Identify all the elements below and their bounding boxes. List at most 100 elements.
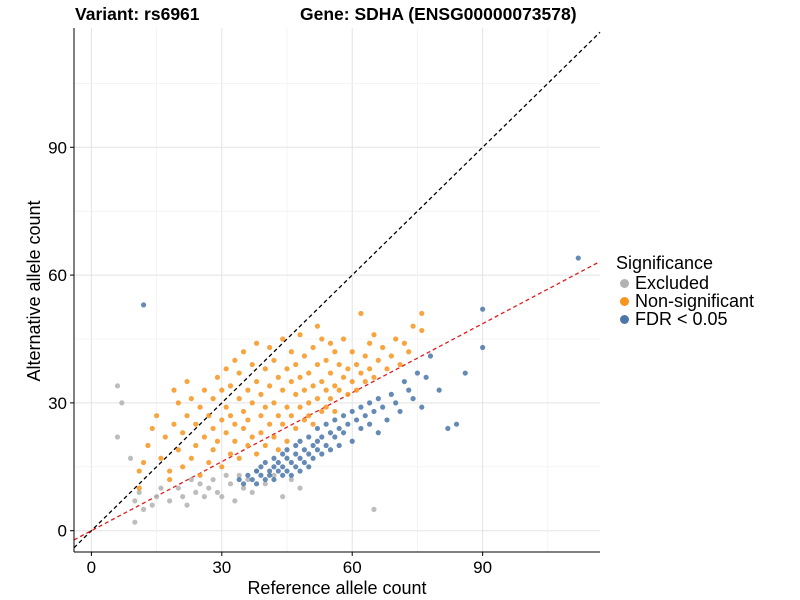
data-point xyxy=(349,438,355,444)
data-point xyxy=(188,476,194,483)
legend-title: Significance xyxy=(616,253,714,273)
data-point xyxy=(371,408,377,415)
data-point xyxy=(319,434,325,440)
data-point xyxy=(136,468,142,474)
data-point xyxy=(345,391,351,397)
data-point xyxy=(349,378,355,385)
data-point xyxy=(323,387,329,393)
data-point xyxy=(332,383,338,389)
data-point xyxy=(214,438,221,444)
y-tick-label: 30 xyxy=(48,394,67,413)
data-point xyxy=(180,430,186,436)
data-point xyxy=(327,340,334,346)
data-point xyxy=(280,336,286,342)
data-point xyxy=(262,404,268,410)
data-point xyxy=(393,400,399,406)
data-point xyxy=(253,468,260,474)
data-point xyxy=(219,464,225,470)
data-point xyxy=(293,391,299,397)
data-point xyxy=(253,378,260,385)
data-point xyxy=(219,494,225,500)
data-point xyxy=(323,357,329,363)
data-point xyxy=(258,472,264,478)
legend-label-fdr: FDR < 0.05 xyxy=(635,308,728,329)
data-point xyxy=(375,430,381,436)
data-point xyxy=(284,366,290,372)
data-point xyxy=(332,417,338,423)
data-point xyxy=(132,498,138,504)
data-point xyxy=(362,353,368,359)
reference-lines xyxy=(73,31,601,549)
legend-label-excluded: Excluded xyxy=(635,272,710,293)
y-tick-label: 90 xyxy=(48,138,67,157)
legend-dot-fdr xyxy=(620,314,629,324)
data-point xyxy=(267,383,273,389)
data-point xyxy=(371,506,377,512)
data-point xyxy=(284,468,290,474)
data-point xyxy=(380,404,386,410)
data-point xyxy=(280,387,286,393)
data-point xyxy=(349,349,355,355)
data-point xyxy=(362,413,368,419)
data-point xyxy=(258,464,264,470)
data-point xyxy=(297,485,303,491)
data-point xyxy=(271,476,277,483)
data-point xyxy=(306,434,312,440)
data-point xyxy=(206,485,212,491)
data-point xyxy=(240,481,247,487)
data-point xyxy=(310,383,316,389)
data-point xyxy=(345,366,351,372)
data-point xyxy=(236,396,242,402)
data-point xyxy=(349,408,355,415)
data-point xyxy=(188,396,194,402)
data-point xyxy=(175,400,181,406)
data-point xyxy=(227,481,234,487)
data-point xyxy=(275,374,281,380)
data-point xyxy=(227,413,234,419)
data-point xyxy=(284,404,290,410)
data-point xyxy=(340,336,347,342)
data-point xyxy=(236,472,242,478)
data-point xyxy=(267,468,273,474)
data-point xyxy=(453,421,460,427)
data-point xyxy=(249,476,255,483)
data-point xyxy=(153,494,160,500)
data-point xyxy=(267,421,273,427)
data-point xyxy=(397,408,403,415)
data-point xyxy=(223,366,229,372)
variant-title: Variant: rs6961 xyxy=(75,4,200,24)
data-point xyxy=(280,421,286,427)
data-point xyxy=(201,494,208,500)
data-point xyxy=(280,494,286,500)
data-point xyxy=(314,361,321,368)
data-point xyxy=(232,438,238,444)
data-point xyxy=(323,404,329,410)
data-point xyxy=(314,438,321,444)
data-point xyxy=(232,498,238,504)
data-point xyxy=(201,434,208,440)
data-point xyxy=(184,413,190,419)
x-tick-label: 30 xyxy=(212,558,231,577)
data-point xyxy=(288,476,294,483)
data-point xyxy=(140,302,147,308)
data-point xyxy=(167,498,173,504)
data-point xyxy=(206,413,212,419)
data-point xyxy=(419,404,425,410)
data-point xyxy=(153,413,160,419)
data-point xyxy=(353,417,360,423)
series-non-significant xyxy=(136,310,425,491)
data-point xyxy=(427,353,434,359)
data-point xyxy=(288,378,294,385)
series-fdr-0-05 xyxy=(140,255,581,487)
data-point xyxy=(323,421,329,427)
data-point xyxy=(358,370,364,376)
data-point xyxy=(462,370,468,376)
data-point xyxy=(301,447,307,453)
data-point xyxy=(336,361,342,368)
data-point xyxy=(340,413,347,419)
data-point xyxy=(240,485,247,491)
data-point xyxy=(319,408,325,415)
data-point xyxy=(393,336,399,342)
data-point xyxy=(232,357,238,363)
